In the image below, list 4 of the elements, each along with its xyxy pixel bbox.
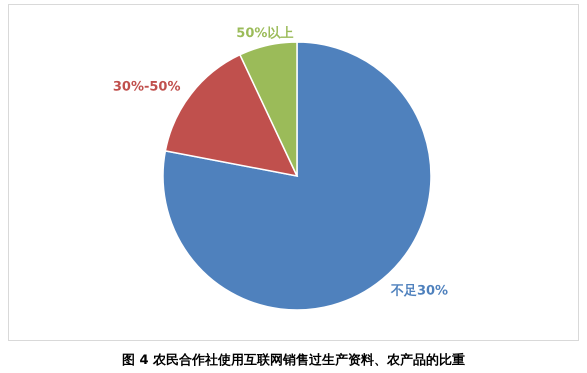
slice-label: 50%以上 [236,26,294,42]
slice-label: 不足30% [390,284,448,299]
caption: 图 4 农民合作社使用互联网销售过生产资料、农产品的比重 [122,352,466,368]
slice-label: 30%-50% [112,80,181,95]
